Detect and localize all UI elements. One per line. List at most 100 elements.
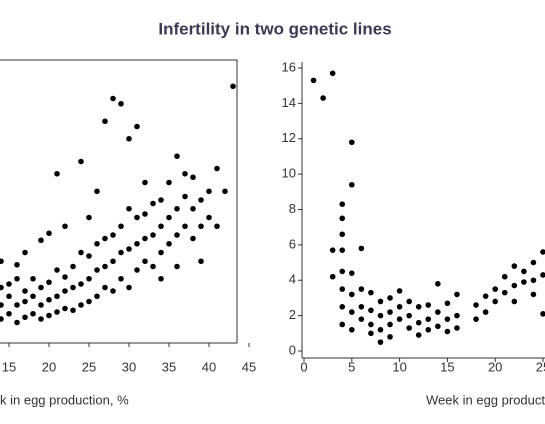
y-tick-label: 6 <box>289 236 296 251</box>
point <box>110 95 116 102</box>
point <box>6 293 12 300</box>
point <box>190 205 196 212</box>
point <box>530 277 537 284</box>
point <box>492 298 499 305</box>
point <box>142 211 148 217</box>
x-tick-label: 45 <box>242 359 256 374</box>
point <box>166 214 172 221</box>
point <box>6 310 12 317</box>
point <box>62 223 68 230</box>
point <box>206 188 212 195</box>
point <box>110 288 116 294</box>
x-tick-label: 25 <box>536 359 545 374</box>
point <box>46 230 52 237</box>
point <box>406 325 412 331</box>
point <box>521 279 527 285</box>
point <box>387 321 393 328</box>
point <box>22 314 28 321</box>
point <box>54 267 60 273</box>
point <box>540 249 545 255</box>
point <box>38 237 44 244</box>
point <box>54 309 60 315</box>
point <box>118 275 124 282</box>
point <box>358 286 365 292</box>
point <box>62 288 68 294</box>
point <box>94 267 100 273</box>
point <box>482 309 489 315</box>
point <box>454 325 460 331</box>
y-tick-label: 0 <box>289 342 296 357</box>
y-tick-label: 14 <box>282 95 296 110</box>
point <box>102 263 108 270</box>
point <box>38 284 44 291</box>
point <box>22 298 28 305</box>
point <box>521 268 527 275</box>
point <box>86 298 92 305</box>
point <box>368 289 374 296</box>
point <box>70 284 76 291</box>
point <box>310 77 317 84</box>
point <box>339 247 346 253</box>
point <box>435 323 441 330</box>
point <box>102 284 108 291</box>
point <box>118 223 124 230</box>
x-tick-label: 5 <box>348 359 355 374</box>
point <box>349 181 355 188</box>
point <box>22 288 28 294</box>
point <box>435 309 441 315</box>
x-tick-label: 25 <box>82 359 96 374</box>
point <box>358 303 365 310</box>
point <box>62 274 68 280</box>
point <box>444 316 451 322</box>
point <box>38 302 44 308</box>
point <box>134 123 140 130</box>
point <box>511 263 518 269</box>
point <box>473 302 479 308</box>
point <box>70 307 76 314</box>
point <box>190 174 196 181</box>
point <box>198 197 204 203</box>
point <box>377 298 384 305</box>
point <box>377 326 384 333</box>
point <box>454 291 460 298</box>
point <box>118 249 124 256</box>
point <box>406 298 412 305</box>
point <box>339 231 346 238</box>
x-axis-label: k in egg production, % <box>0 392 129 407</box>
point <box>182 170 188 177</box>
point <box>435 280 441 287</box>
point <box>86 275 92 282</box>
point <box>86 214 92 221</box>
point <box>94 188 100 195</box>
point <box>377 312 384 319</box>
point <box>110 258 116 265</box>
point <box>387 295 393 301</box>
point <box>182 223 188 230</box>
point <box>530 259 537 266</box>
y-tick-label: 2 <box>289 307 296 322</box>
x-tick-label: 15 <box>440 359 454 374</box>
point <box>320 95 326 101</box>
point <box>482 293 489 299</box>
point <box>501 289 508 296</box>
x-tick-label: 20 <box>488 359 502 374</box>
point <box>62 305 68 312</box>
point <box>415 332 422 338</box>
y-tick-label: 8 <box>289 201 296 216</box>
point <box>46 312 52 319</box>
point <box>425 302 432 308</box>
y-tick-label: 4 <box>289 272 296 287</box>
point <box>396 288 403 294</box>
point <box>14 275 20 282</box>
point <box>70 263 76 270</box>
point <box>174 153 180 160</box>
point <box>329 273 336 280</box>
figure-title: Infertility in two genetic lines <box>158 19 391 38</box>
point <box>339 286 346 292</box>
point <box>454 312 460 319</box>
point <box>349 139 355 146</box>
point <box>30 310 36 317</box>
point <box>14 319 20 326</box>
point <box>190 235 196 242</box>
